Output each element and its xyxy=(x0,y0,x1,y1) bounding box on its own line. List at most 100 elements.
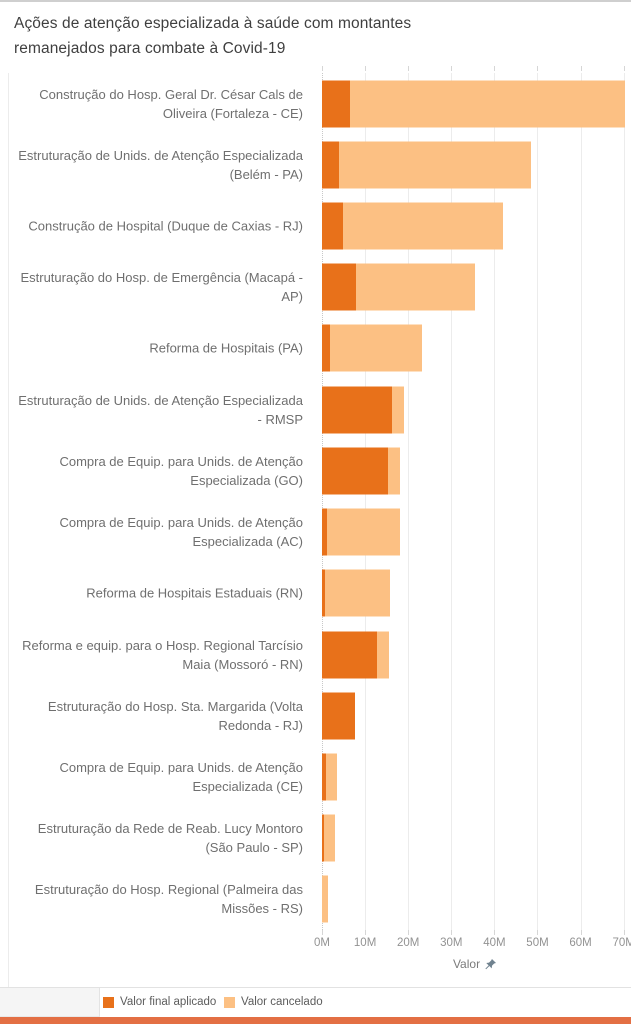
category-label[interactable]: Reforma e equip. para o Hosp. Regional T… xyxy=(22,637,303,672)
tick-mark xyxy=(451,66,453,71)
chart-row: Construção do Hosp. Geral Dr. César Cals… xyxy=(0,73,631,134)
category-label[interactable]: Construção de Hospital (Duque de Caxias … xyxy=(28,218,303,234)
category-label[interactable]: Estruturação do Hosp. Regional (Palmeira… xyxy=(34,882,303,917)
panel-left-border xyxy=(8,73,9,987)
category-label[interactable]: Construção do Hosp. Geral Dr. César Cals… xyxy=(39,86,303,121)
stacked-bar-chart: Construção do Hosp. Geral Dr. César Cals… xyxy=(0,66,631,987)
chart-row: Estruturação do Hosp. Regional (Palmeira… xyxy=(0,869,631,930)
category-label[interactable]: Estruturação do Hosp. Sta. Margarida (Vo… xyxy=(47,698,303,733)
bar-segment-cancelado[interactable] xyxy=(387,447,400,495)
bar xyxy=(322,631,389,679)
x-tick-label: 20M xyxy=(397,937,420,949)
tick-mark xyxy=(408,930,410,935)
category-label[interactable]: Estruturação do Hosp. de Emergência (Mac… xyxy=(20,270,303,305)
tick-mark xyxy=(580,930,582,935)
tick-mark xyxy=(623,930,625,935)
gridline xyxy=(408,73,410,930)
category-label[interactable]: Estruturação da Rede de Reab. Lucy Monto… xyxy=(37,821,303,856)
chart-row: Reforma de Hospitais (PA) xyxy=(0,318,631,379)
bar-segment-aplicado[interactable] xyxy=(322,324,331,372)
bar-segment-aplicado[interactable] xyxy=(322,569,326,617)
tick-mark xyxy=(322,66,323,71)
category-label[interactable]: Estruturação de Unids. de Atenção Especi… xyxy=(18,147,303,182)
chart-row: Compra de Equip. para Unids. de Atenção … xyxy=(0,746,631,807)
category-label[interactable]: Compra de Equip. para Unids. de Atenção … xyxy=(59,453,303,488)
x-tick-label: 60M xyxy=(569,937,592,949)
bar xyxy=(322,324,422,372)
chart-row: Reforma de Hospitais Estaduais (RN) xyxy=(0,563,631,624)
bar-segment-aplicado[interactable] xyxy=(322,814,325,862)
category-label[interactable]: Reforma de Hospitais Estaduais (RN) xyxy=(86,585,303,601)
gridline xyxy=(623,73,625,930)
tick-mark xyxy=(580,66,582,71)
bar-segment-cancelado[interactable] xyxy=(339,141,531,189)
gridline xyxy=(537,73,539,930)
chart-row: Compra de Equip. para Unids. de Atenção … xyxy=(0,440,631,501)
category-label[interactable]: Estruturação de Unids. de Atenção Especi… xyxy=(18,392,303,427)
tick-mark xyxy=(537,66,539,71)
legend-title-box xyxy=(0,988,100,1017)
bar-segment-cancelado[interactable] xyxy=(330,324,422,372)
chart-row: Estruturação do Hosp. Sta. Margarida (Vo… xyxy=(0,685,631,746)
bar-segment-cancelado[interactable] xyxy=(343,202,503,250)
chart-row: Estruturação de Unids. de Atenção Especi… xyxy=(0,379,631,440)
tick-mark xyxy=(494,930,496,935)
category-label[interactable]: Reforma de Hospitais (PA) xyxy=(149,340,303,356)
bar-segment-aplicado[interactable] xyxy=(322,631,377,679)
top-border xyxy=(0,0,631,2)
category-label[interactable]: Compra de Equip. para Unids. de Atenção … xyxy=(59,515,303,550)
x-tick-label: 0M xyxy=(314,937,330,949)
bar xyxy=(322,814,335,862)
chart-row: Estruturação de Unids. de Atenção Especi… xyxy=(0,134,631,195)
bar xyxy=(322,508,400,556)
legend-item-valor-final-aplicado[interactable]: Valor final aplicado xyxy=(103,988,216,1016)
bar-segment-aplicado[interactable] xyxy=(322,80,351,128)
bar-segment-cancelado[interactable] xyxy=(324,814,335,862)
tick-mark xyxy=(494,66,496,71)
legend-item-valor-cancelado[interactable]: Valor cancelado xyxy=(224,988,323,1016)
tick-mark xyxy=(451,930,453,935)
bar-segment-cancelado[interactable] xyxy=(326,753,338,801)
bar xyxy=(322,569,390,617)
x-tick-label: 30M xyxy=(440,937,463,949)
tick-mark xyxy=(623,66,625,71)
bar-segment-aplicado[interactable] xyxy=(322,692,355,740)
bar-segment-aplicado[interactable] xyxy=(322,508,327,556)
legend-separator xyxy=(0,987,631,988)
bar-segment-aplicado[interactable] xyxy=(322,386,393,434)
bar xyxy=(322,263,475,311)
tick-mark xyxy=(322,930,323,935)
bar xyxy=(322,386,404,434)
x-tick-label: 40M xyxy=(483,937,506,949)
bar-segment-cancelado[interactable] xyxy=(350,80,625,128)
bar xyxy=(322,875,329,923)
bar-segment-cancelado[interactable] xyxy=(356,263,475,311)
bar xyxy=(322,447,400,495)
gridline xyxy=(494,73,496,930)
legend-swatch-cancelado xyxy=(224,996,235,1008)
category-label[interactable]: Compra de Equip. para Unids. de Atenção … xyxy=(59,759,303,794)
bar-segment-aplicado[interactable] xyxy=(322,753,327,801)
bar-segment-aplicado[interactable] xyxy=(322,141,340,189)
bar-segment-aplicado[interactable] xyxy=(322,263,357,311)
bar-segment-aplicado[interactable] xyxy=(322,202,344,250)
pin-icon[interactable] xyxy=(484,958,497,971)
tick-mark xyxy=(537,930,539,935)
bar-segment-cancelado[interactable] xyxy=(322,875,329,923)
bar-segment-cancelado[interactable] xyxy=(392,386,404,434)
bar-segment-aplicado[interactable] xyxy=(322,447,388,495)
bar-segment-cancelado[interactable] xyxy=(376,631,389,679)
tick-mark xyxy=(408,66,410,71)
bar-segment-cancelado[interactable] xyxy=(325,569,390,617)
bar-segment-cancelado[interactable] xyxy=(326,508,400,556)
legend-swatch-aplicado xyxy=(103,996,114,1008)
gridline xyxy=(451,73,453,930)
chart-title: Ações de atenção especializada à saúde c… xyxy=(14,15,412,57)
chart-row: Compra de Equip. para Unids. de Atenção … xyxy=(0,502,631,563)
zero-line xyxy=(322,73,323,930)
legend-label-cancelado: Valor cancelado xyxy=(241,996,323,1008)
chart-row: Construção de Hospital (Duque de Caxias … xyxy=(0,195,631,256)
next-sheet-strip xyxy=(0,1017,631,1024)
x-axis-label: Valor xyxy=(452,957,481,971)
